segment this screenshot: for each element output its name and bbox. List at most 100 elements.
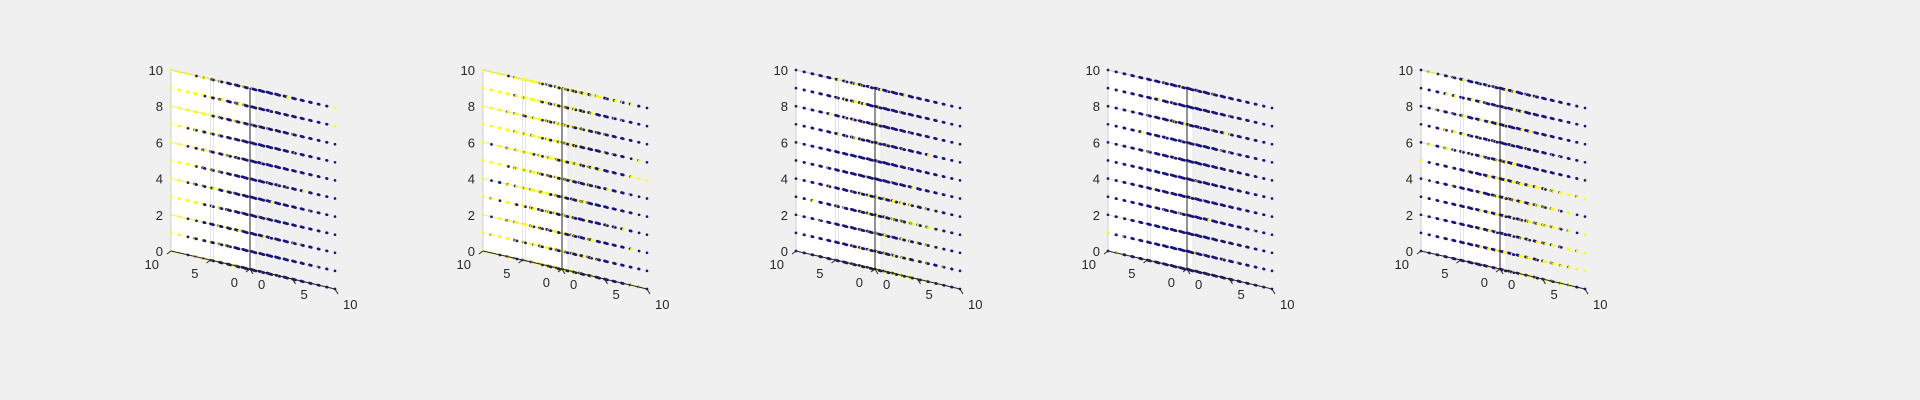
scatter-point <box>278 184 282 188</box>
scatter-point <box>794 177 798 180</box>
scatter-point <box>541 209 544 213</box>
scatter-point <box>606 206 609 209</box>
scatter-point <box>854 191 857 194</box>
scatter-point <box>212 78 215 82</box>
scatter-point <box>558 177 561 180</box>
scatter-point <box>1191 215 1195 219</box>
scatter-point <box>942 175 946 179</box>
y-tick-label: 0 <box>856 275 863 290</box>
scatter-point <box>262 90 266 94</box>
scatter-point <box>845 207 849 211</box>
scatter-point <box>515 239 519 243</box>
scatter-point <box>645 251 649 255</box>
scatter-point <box>879 179 883 182</box>
scatter-point <box>1123 217 1127 221</box>
scatter-point <box>549 175 553 178</box>
scatter-point <box>837 223 840 227</box>
scatter-point <box>566 215 570 219</box>
scatter-point <box>1157 225 1161 229</box>
scatter-point <box>934 191 938 195</box>
scatter-point <box>1140 112 1144 116</box>
scatter-point <box>1157 80 1161 84</box>
scatter-point <box>811 199 815 203</box>
scatter-point <box>541 227 544 231</box>
scatter-point <box>950 231 954 235</box>
scatter-point <box>254 179 258 182</box>
scatter-point <box>286 168 289 171</box>
scatter-point <box>887 253 891 257</box>
scatter-point <box>1191 142 1195 146</box>
scatter-point <box>220 134 224 138</box>
scatter-point <box>606 115 609 119</box>
scatter-point <box>645 197 649 200</box>
scatter-point <box>490 88 493 92</box>
scatter-point <box>811 145 815 148</box>
scatter-point <box>507 110 510 114</box>
scatter-point <box>903 256 907 260</box>
scatter-point <box>820 165 823 168</box>
z-tick-label: 8 <box>156 99 163 114</box>
scatter-point <box>645 160 649 164</box>
scatter-point <box>237 84 241 88</box>
scatter-point <box>862 229 866 233</box>
scatter-point <box>169 177 173 180</box>
scatter-point <box>1115 143 1118 146</box>
scatter-point <box>1183 159 1186 162</box>
scatter-point <box>186 126 190 130</box>
scatter-point <box>1106 195 1110 199</box>
scatter-point <box>1123 181 1127 184</box>
scatter-point <box>1166 136 1169 140</box>
scatter-point <box>524 114 527 118</box>
scatter-point <box>1174 120 1178 124</box>
scatter-point <box>178 179 181 182</box>
scatter-point <box>1106 104 1110 108</box>
scatter-point <box>1106 122 1110 126</box>
z-tick-label: 6 <box>468 135 475 150</box>
scatter-point <box>212 187 215 190</box>
scatter-point <box>203 94 207 98</box>
scatter-point <box>1174 193 1178 196</box>
scatter-point <box>1123 90 1127 94</box>
scatter-point <box>1166 191 1169 194</box>
scatter-point <box>854 118 857 122</box>
scatter-point <box>1157 134 1161 138</box>
scatter-point <box>541 82 544 86</box>
scatter-point <box>515 112 519 116</box>
scatter-point <box>309 191 313 195</box>
scatter-point <box>598 222 601 226</box>
scatter-point <box>1174 102 1178 106</box>
scatter-point <box>919 188 922 191</box>
scatter-point <box>220 189 224 192</box>
scatter-point <box>590 220 594 224</box>
scatter-point <box>262 253 266 257</box>
scatter-point <box>1115 233 1118 237</box>
scatter-point <box>212 114 215 118</box>
scatter-point <box>1115 161 1118 164</box>
scatter-point <box>1140 185 1144 188</box>
scatter-point <box>927 244 930 247</box>
scatter-point <box>481 68 485 72</box>
scatter-point <box>934 137 938 141</box>
scatter-point <box>278 166 282 170</box>
scatter-point <box>549 229 553 233</box>
scatter-point <box>278 130 282 133</box>
z-tick-label: 4 <box>156 172 163 187</box>
scatter-point <box>871 213 874 217</box>
scatter-point <box>178 215 181 219</box>
scatter-point <box>1149 132 1152 136</box>
scatter-point <box>958 233 962 237</box>
scatter-point <box>794 231 798 235</box>
scatter-point <box>558 231 561 235</box>
scatter-point <box>582 164 586 168</box>
scatter-point <box>532 243 536 247</box>
scatter-point <box>606 133 609 137</box>
scatter-point <box>1157 243 1161 247</box>
scatter-point <box>1140 76 1144 80</box>
scatter-point <box>637 159 641 162</box>
scatter-point <box>854 209 857 213</box>
scatter-point <box>286 186 289 190</box>
scatter-point <box>186 90 190 94</box>
scatter-point <box>903 220 907 224</box>
scatter-point <box>820 74 823 78</box>
scatter-point <box>794 159 798 162</box>
